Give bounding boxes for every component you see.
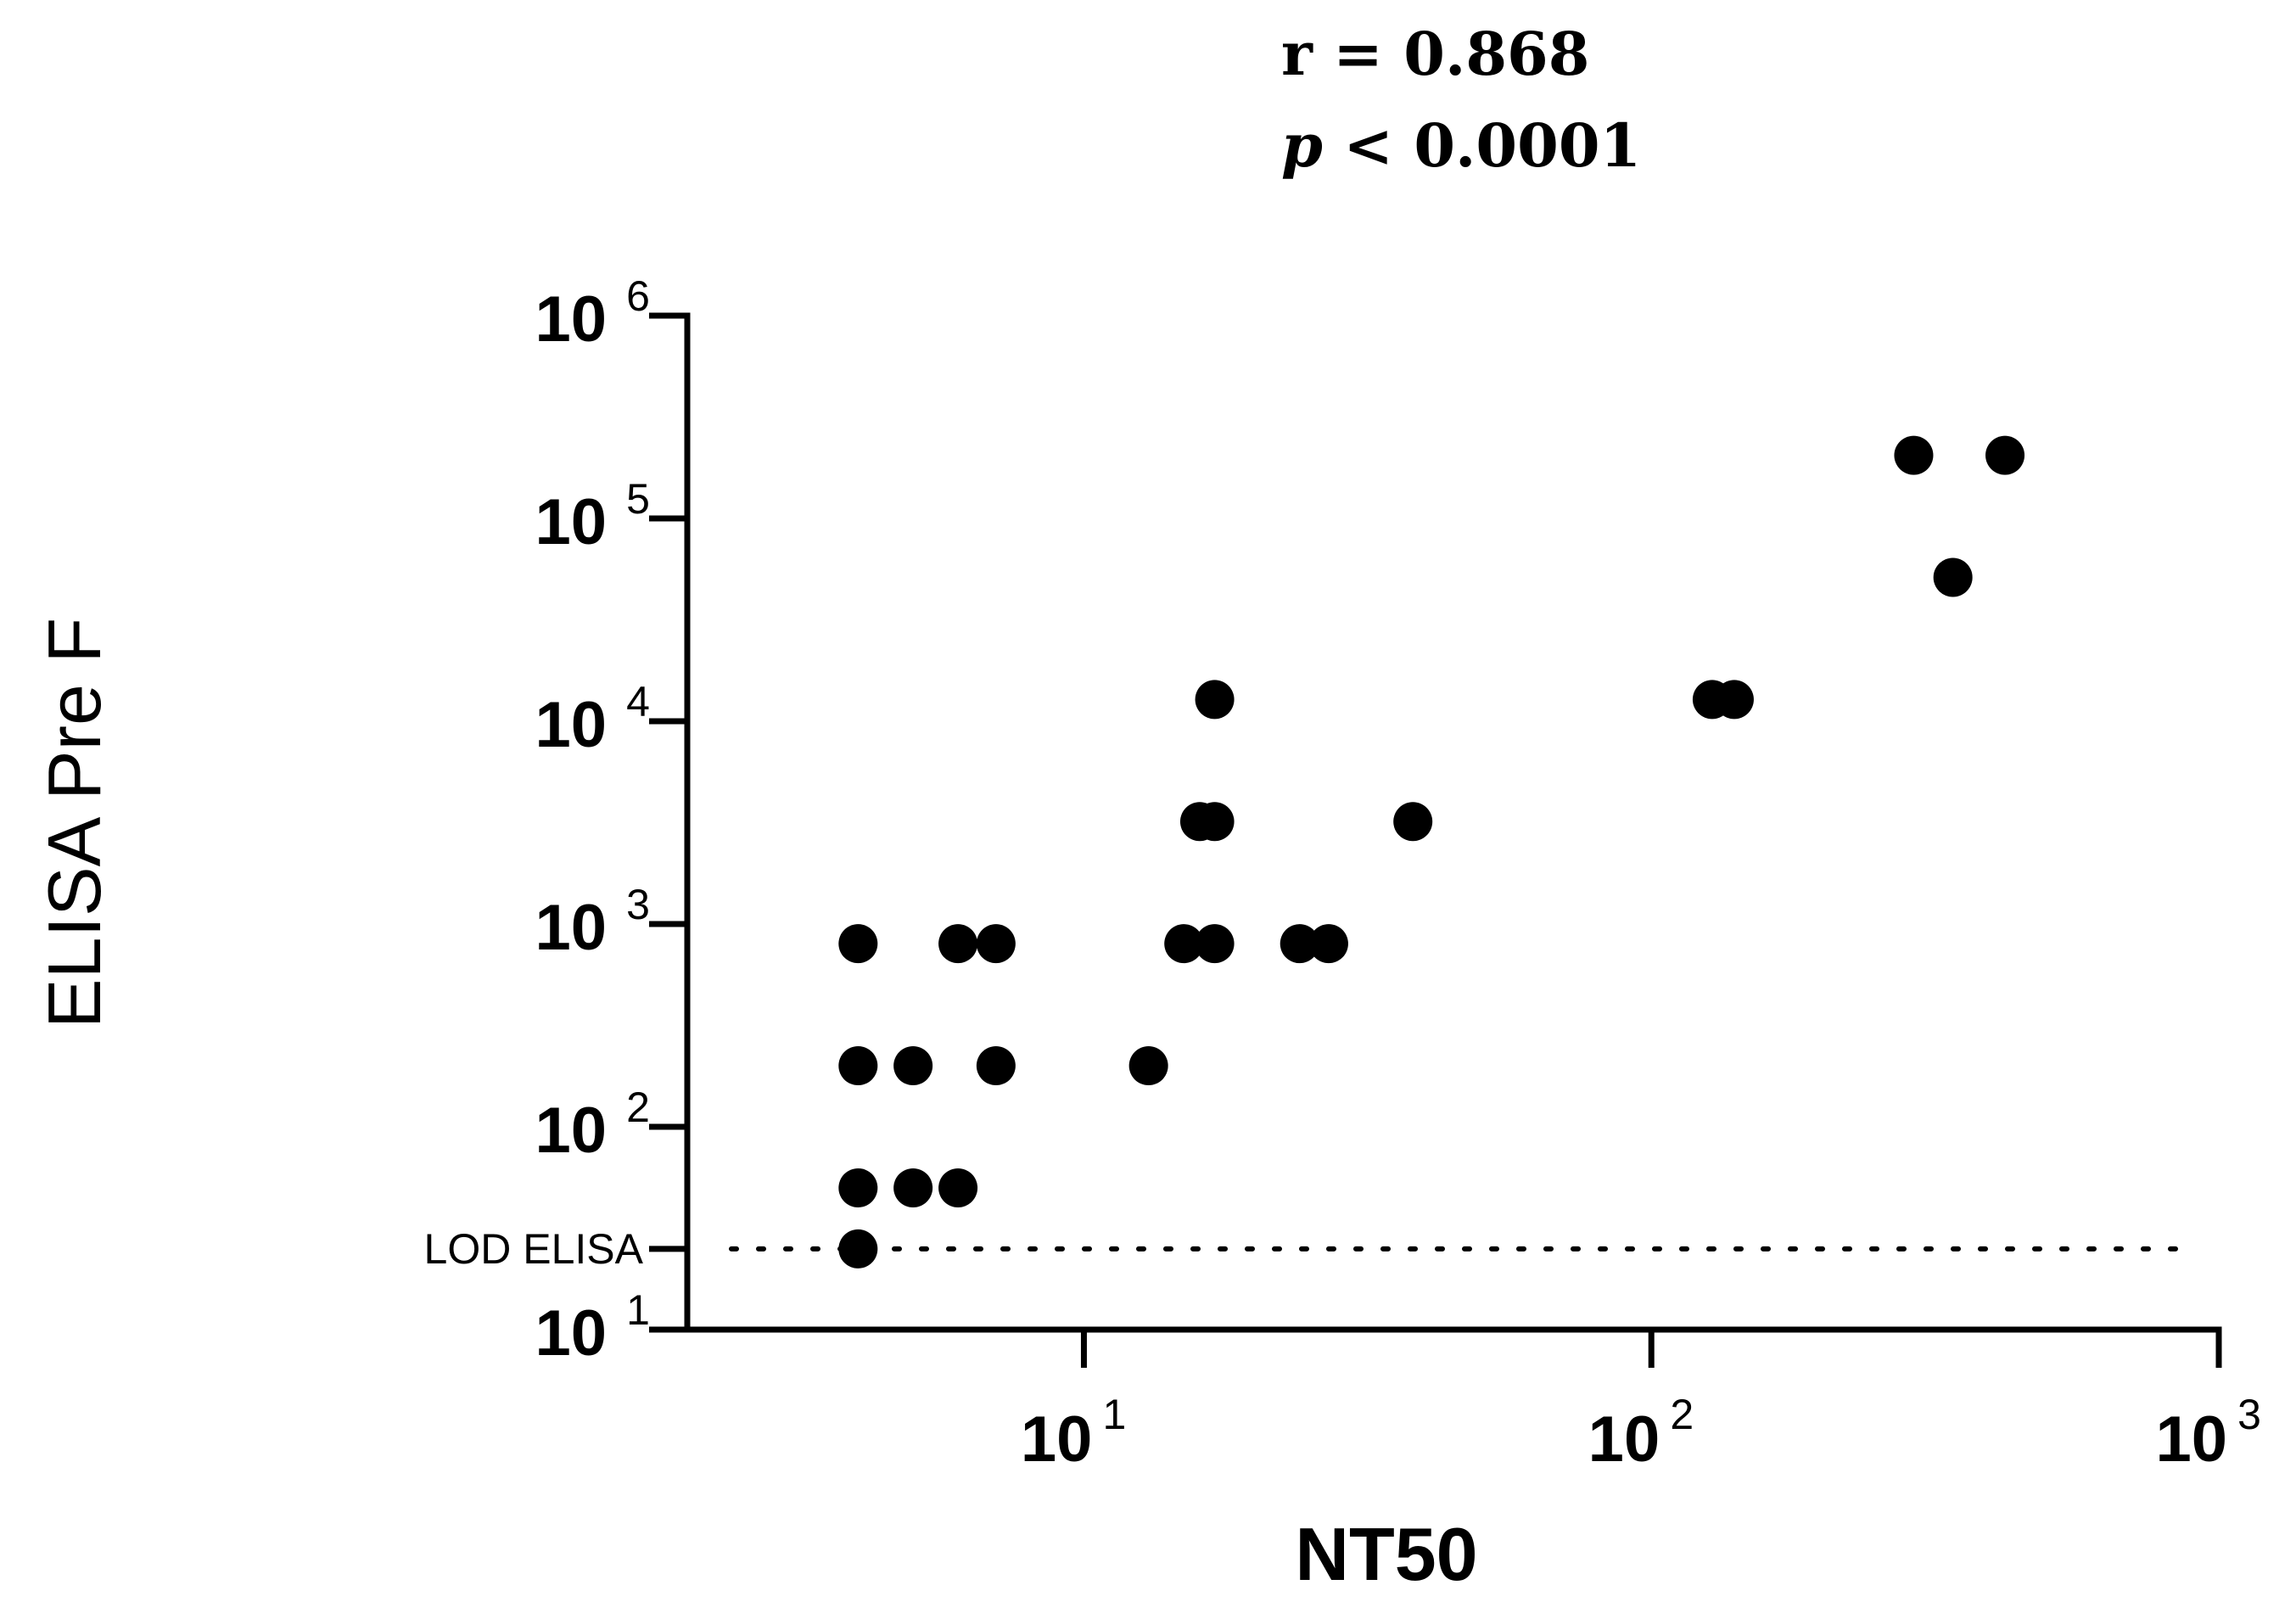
data-point bbox=[1164, 924, 1204, 964]
p-value-text: < 0.0001 bbox=[1322, 110, 1642, 181]
y-tick-exponent: 3 bbox=[626, 881, 650, 928]
y-tick-exponent: 5 bbox=[626, 475, 650, 523]
p-value-symbol: p bbox=[1281, 110, 1323, 181]
p-value-stat: p < 0.0001 bbox=[1281, 110, 1641, 181]
reference-line-layer: LOD ELISA bbox=[424, 1225, 2196, 1273]
x-tick-label: 10 bbox=[1021, 1403, 1093, 1476]
x-tick-label: 10 bbox=[2155, 1403, 2227, 1476]
data-point bbox=[1195, 924, 1235, 964]
y-tick-label: 10 bbox=[535, 283, 607, 356]
data-point bbox=[1280, 924, 1319, 964]
y-tick-label: 10 bbox=[535, 892, 607, 964]
data-point bbox=[893, 1168, 933, 1207]
data-point bbox=[1393, 802, 1433, 842]
correlation-r-stat: r = 0.868 bbox=[1281, 19, 1589, 89]
data-point bbox=[1714, 680, 1754, 720]
data-point bbox=[1985, 435, 2025, 475]
y-tick-exponent: 6 bbox=[626, 272, 650, 320]
data-point bbox=[976, 924, 1016, 964]
data-point bbox=[938, 924, 978, 964]
y-tick-exponent: 2 bbox=[626, 1084, 650, 1131]
y-tick-label: 10 bbox=[535, 1297, 607, 1369]
ticks-layer: 10 110 210 310 410 510 610 1 10 2 10 3 bbox=[535, 272, 2260, 1476]
data-point bbox=[938, 1168, 978, 1207]
x-axis-title: NT50 bbox=[1295, 1512, 1477, 1596]
points-layer bbox=[838, 435, 2025, 1269]
data-point bbox=[1128, 1046, 1168, 1086]
y-tick-label: 10 bbox=[535, 689, 607, 761]
data-point bbox=[1195, 802, 1235, 842]
y-tick-label: 10 bbox=[535, 1095, 607, 1167]
data-point bbox=[1894, 435, 1934, 475]
y-tick-label: 10 bbox=[535, 486, 607, 558]
data-point bbox=[976, 1046, 1016, 1086]
x-tick-exponent: 3 bbox=[2237, 1391, 2261, 1438]
data-point bbox=[838, 1046, 878, 1086]
data-point bbox=[1933, 557, 1973, 597]
y-tick-exponent: 4 bbox=[626, 678, 650, 725]
x-tick-exponent: 2 bbox=[1670, 1391, 1694, 1438]
x-tick-exponent: 1 bbox=[1103, 1391, 1127, 1438]
lod-label: LOD ELISA bbox=[424, 1225, 644, 1273]
y-axis-title: ELISA Pre F bbox=[32, 618, 116, 1028]
correlation-r-text: r = 0.868 bbox=[1281, 19, 1590, 89]
data-point bbox=[1308, 924, 1348, 964]
x-tick-label: 10 bbox=[1588, 1403, 1660, 1476]
data-point bbox=[838, 924, 878, 964]
y-tick-exponent: 1 bbox=[626, 1286, 650, 1334]
data-point bbox=[838, 1168, 878, 1207]
data-point bbox=[838, 1229, 878, 1269]
data-point bbox=[1195, 680, 1235, 720]
axes-layer bbox=[684, 312, 2222, 1333]
data-point bbox=[893, 1046, 933, 1086]
